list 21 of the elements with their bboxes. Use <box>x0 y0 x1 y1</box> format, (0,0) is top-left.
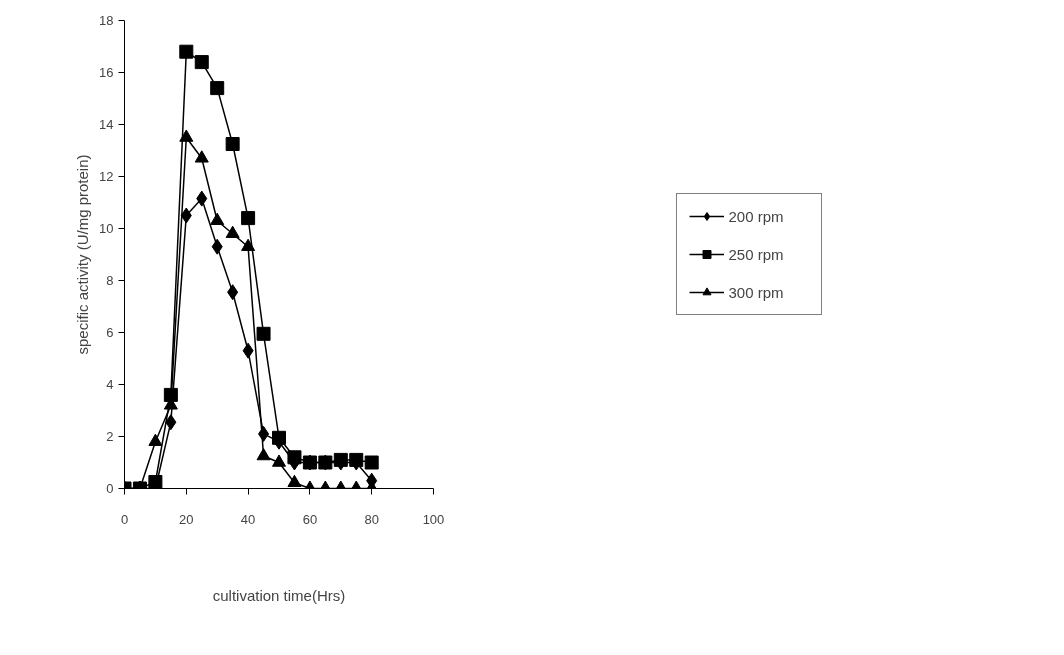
legend-label: 300 rpm <box>728 283 785 301</box>
y-tick-label: 6 <box>106 325 114 340</box>
y-tick-label: 0 <box>106 481 114 496</box>
x-tick-label: 0 <box>120 511 129 527</box>
x-tick-label: 20 <box>179 511 194 527</box>
y-tick-label: 10 <box>99 221 114 236</box>
x-axis-title: cultivation time(Hrs) <box>212 586 346 604</box>
x-tick-label: 80 <box>364 511 379 527</box>
x-tick-label: 60 <box>302 511 318 527</box>
legend-label: 200 rpm <box>728 207 785 225</box>
legend-label: 250 rpm <box>728 245 785 263</box>
x-tick-label: 40 <box>240 511 256 527</box>
y-tick-label: 18 <box>99 13 114 28</box>
y-tick-label: 14 <box>99 117 114 132</box>
y-tick-label: 12 <box>99 169 114 184</box>
x-tick-label: 100 <box>422 511 445 527</box>
y-tick-label: 2 <box>106 429 114 444</box>
y-axis-title: specific activity (U/mg protein) <box>74 154 92 355</box>
y-tick-label: 16 <box>99 65 114 80</box>
y-tick-label: 4 <box>106 377 114 392</box>
y-tick-label: 8 <box>106 273 114 288</box>
